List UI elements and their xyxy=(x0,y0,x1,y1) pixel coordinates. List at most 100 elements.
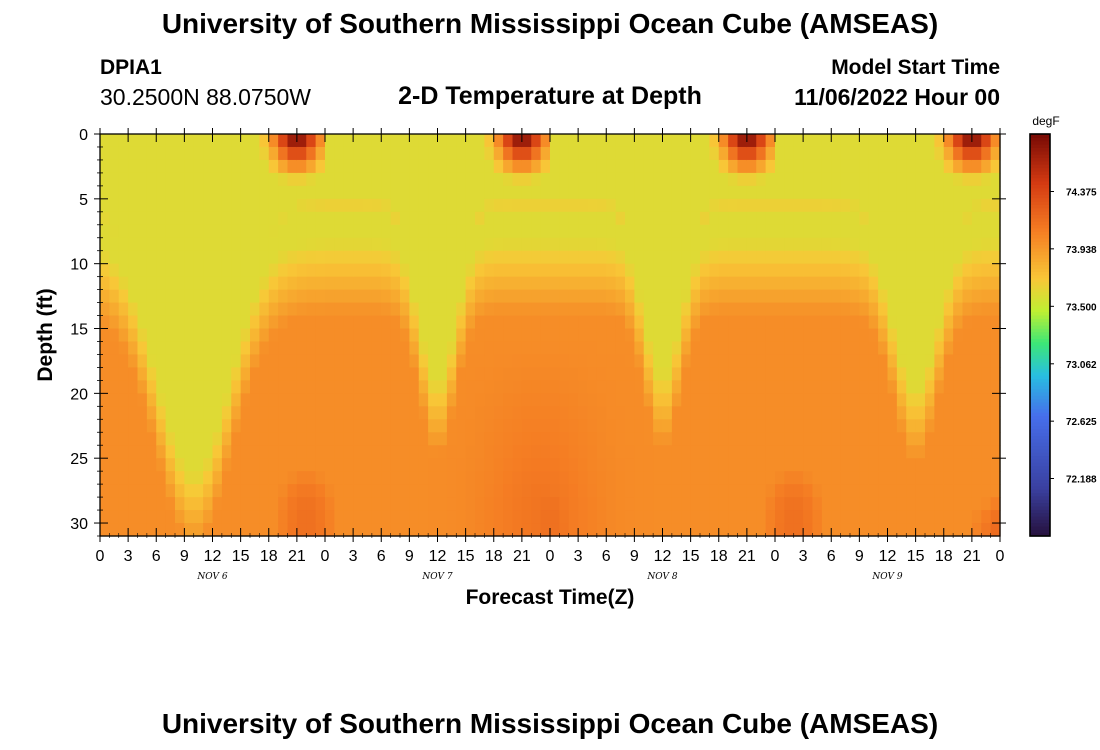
heatmap-cell xyxy=(990,159,1001,174)
heatmap-cell xyxy=(850,445,860,459)
heatmap-cell xyxy=(868,263,879,278)
heatmap-cell xyxy=(953,185,964,200)
heatmap-cell xyxy=(409,354,420,369)
heatmap-cell xyxy=(746,458,757,472)
heatmap-cell xyxy=(793,341,804,356)
heatmap-cell xyxy=(428,419,439,433)
heatmap-cell xyxy=(146,497,157,511)
heatmap-cell xyxy=(343,134,354,148)
heatmap-cell xyxy=(878,146,889,161)
heatmap-cell xyxy=(250,484,260,498)
heatmap-cell xyxy=(193,328,204,343)
heatmap-cell xyxy=(615,471,626,485)
heatmap-cell xyxy=(934,328,945,343)
heatmap-cell xyxy=(203,497,214,511)
heatmap-cell xyxy=(746,367,757,381)
heatmap-cell xyxy=(193,432,204,446)
heatmap-cell xyxy=(231,159,242,174)
heatmap-cell xyxy=(306,263,317,278)
heatmap-cell xyxy=(925,172,935,187)
heatmap-cell xyxy=(765,380,776,394)
heatmap-cell xyxy=(418,172,429,187)
heatmap-cell xyxy=(118,406,129,420)
heatmap-cell xyxy=(709,510,720,524)
heatmap-cell xyxy=(409,263,420,278)
heatmap-cell xyxy=(971,224,982,239)
heatmap-cell xyxy=(578,289,589,304)
heatmap-cell xyxy=(578,302,589,317)
heatmap-cell xyxy=(296,250,307,265)
heatmap-cell xyxy=(578,393,589,407)
heatmap-cell xyxy=(925,354,935,369)
heatmap-cell xyxy=(728,419,739,433)
heatmap-cell xyxy=(109,523,120,537)
heatmap-cell xyxy=(456,523,467,537)
heatmap-cell xyxy=(100,328,110,343)
heatmap-cell xyxy=(109,380,120,394)
heatmap-cell xyxy=(503,445,514,459)
heatmap-cell xyxy=(840,471,851,485)
heatmap-cell xyxy=(287,406,298,420)
heatmap-cell xyxy=(353,328,364,343)
heatmap-cell xyxy=(784,497,795,511)
heatmap-cell xyxy=(812,315,823,330)
heatmap-cell xyxy=(221,263,232,278)
footer-title: University of Southern Mississippi Ocean… xyxy=(161,708,939,739)
heatmap-cell xyxy=(793,471,804,485)
heatmap-cell xyxy=(859,172,870,187)
heatmap-cell xyxy=(484,419,495,433)
heatmap-cell xyxy=(203,419,214,433)
heatmap-cell xyxy=(240,276,251,291)
heatmap-cell xyxy=(803,172,814,187)
heatmap-cell xyxy=(503,159,514,174)
heatmap-cell xyxy=(221,341,232,356)
heatmap-cell xyxy=(953,406,964,420)
heatmap-cell xyxy=(643,458,654,472)
heatmap-cell xyxy=(775,224,785,239)
heatmap-cell xyxy=(428,263,439,278)
x-tick-label: 15 xyxy=(232,548,250,565)
heatmap-cell xyxy=(212,328,223,343)
heatmap-cell xyxy=(306,497,317,511)
heatmap-cell xyxy=(990,250,1001,265)
heatmap-cell xyxy=(334,289,345,304)
heatmap-cell xyxy=(990,237,1001,252)
heatmap-cell xyxy=(990,341,1001,356)
heatmap-cell xyxy=(193,263,204,278)
heatmap-cell xyxy=(765,432,776,446)
heatmap-cell xyxy=(943,523,954,537)
heatmap-cell xyxy=(100,263,110,278)
heatmap-cell xyxy=(887,354,898,369)
heatmap-cell xyxy=(100,159,110,174)
heatmap-cell xyxy=(418,198,429,213)
heatmap-cell xyxy=(868,497,879,511)
heatmap-cell xyxy=(137,315,148,330)
heatmap-cell xyxy=(465,134,476,148)
heatmap-cell xyxy=(587,328,598,343)
heatmap-cell xyxy=(971,146,982,161)
heatmap-cell xyxy=(578,224,589,239)
heatmap-cell xyxy=(971,328,982,343)
heatmap-cell xyxy=(146,523,157,537)
heatmap-cell xyxy=(100,146,110,161)
heatmap-cell xyxy=(906,354,917,369)
heatmap-cell xyxy=(700,276,710,291)
heatmap-cell xyxy=(446,159,457,174)
heatmap-cell xyxy=(109,159,120,174)
heatmap-cell xyxy=(840,185,851,200)
heatmap-cell xyxy=(512,328,523,343)
heatmap-cell xyxy=(381,367,392,381)
heatmap-cell xyxy=(381,432,392,446)
heatmap-cell xyxy=(615,432,626,446)
heatmap-cell xyxy=(850,523,860,537)
heatmap-cell xyxy=(353,432,364,446)
heatmap-cell xyxy=(175,146,185,161)
heatmap-cell xyxy=(540,406,551,420)
heatmap-cell xyxy=(381,328,392,343)
date-label: NOV 6 xyxy=(196,572,227,582)
heatmap-cell xyxy=(465,380,476,394)
heatmap-cell xyxy=(746,315,757,330)
heatmap-cell xyxy=(840,159,851,174)
heatmap-cell xyxy=(540,523,551,537)
